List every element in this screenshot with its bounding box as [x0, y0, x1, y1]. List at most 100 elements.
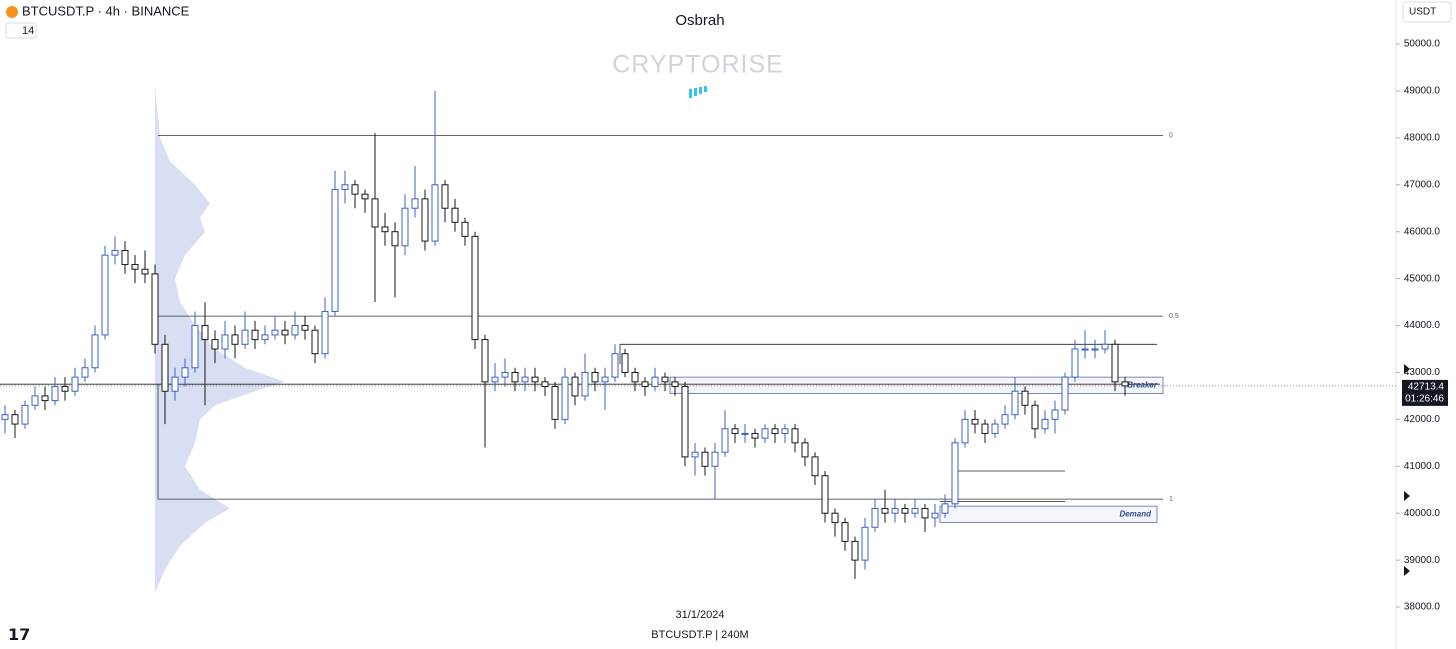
candle-body [341, 184, 349, 190]
symbol-title: BTCUSDT.P · 4h · BINANCE [22, 3, 190, 18]
candle-body [741, 432, 749, 435]
candle-body [631, 371, 639, 383]
fib-label: 1 [1169, 496, 1173, 503]
watermark-logo [689, 86, 707, 98]
candle-body [121, 249, 129, 266]
candle-body [1091, 348, 1099, 351]
currency-box[interactable] [1402, 1, 1452, 23]
candle-body [101, 254, 109, 336]
candle-body [991, 423, 999, 434]
candle-body [261, 334, 269, 341]
candle-body [31, 395, 39, 406]
candle-body [1031, 404, 1039, 430]
candle-body [711, 451, 719, 467]
candle-body [701, 451, 709, 467]
candle-body [961, 418, 969, 444]
candle-body [641, 381, 649, 388]
candle-body [231, 334, 239, 345]
candle-body [941, 503, 949, 514]
candle-body [271, 329, 279, 336]
candle-body [471, 235, 479, 341]
y-tick-label: 43000.0 [1404, 367, 1441, 378]
candle-body [891, 508, 899, 514]
candle-body [801, 442, 809, 458]
candle-body [191, 325, 199, 369]
candle-body [1071, 348, 1079, 378]
indicator-value: 14 [22, 25, 34, 37]
symbol-icon [6, 6, 18, 18]
candle-body [481, 339, 489, 383]
candle-body [501, 371, 509, 378]
candle-body [951, 442, 959, 505]
candle-body [281, 329, 289, 336]
x-date-label: 31/1/2024 [676, 609, 725, 621]
candle-body [661, 376, 669, 383]
candle-body [841, 522, 849, 542]
candle-body [551, 386, 559, 420]
candle-body [691, 451, 699, 458]
candle-body [971, 418, 979, 425]
candle-body [911, 508, 919, 514]
candle-body [391, 231, 399, 247]
y-tick-label: 39000.0 [1404, 555, 1441, 566]
candle-body [441, 184, 449, 209]
currency: USDT [1409, 7, 1436, 18]
candle-body [871, 508, 879, 528]
candle-body [21, 404, 29, 425]
fib-label: 0 [1169, 132, 1173, 139]
y-tick-label: 49000.0 [1404, 86, 1441, 97]
price-tag-value: 42713.4 [1408, 382, 1445, 393]
y-tick-label: 45000.0 [1404, 273, 1441, 284]
candle-body [1001, 414, 1009, 425]
candle-body [61, 386, 69, 392]
candle-body [811, 456, 819, 477]
candle-body [171, 376, 179, 392]
tv-logo: 𝟭𝟳 [8, 627, 30, 644]
candle-body [291, 325, 299, 336]
y-tick-label: 38000.0 [1404, 602, 1441, 613]
candle-body [861, 526, 869, 561]
candle-body [1111, 343, 1119, 383]
candle-body [81, 367, 89, 378]
candle-body [761, 428, 769, 439]
candle-body [531, 376, 539, 383]
candle-body [921, 508, 929, 519]
candle-body [1081, 348, 1089, 351]
candle-body [181, 367, 189, 378]
candle-body [521, 376, 529, 383]
volume-profile [155, 86, 285, 593]
axis-arrows [1404, 364, 1410, 576]
candle-body [251, 329, 259, 341]
candle-body [731, 428, 739, 434]
candle-body [581, 371, 589, 397]
candle-body [1011, 390, 1019, 416]
y-tick-label: 48000.0 [1404, 132, 1441, 143]
candle-body [51, 386, 59, 402]
candle-body [371, 198, 379, 228]
candle-body [901, 508, 909, 514]
y-tick-label: 41000.0 [1404, 461, 1441, 472]
candle-body [791, 428, 799, 444]
candle-body [151, 273, 159, 345]
candle-body [981, 423, 989, 434]
candle-body [611, 353, 619, 378]
candle-body [571, 376, 579, 397]
candle-body [651, 376, 659, 388]
candle-body [211, 339, 219, 350]
y-tick-label: 40000.0 [1404, 508, 1441, 519]
watermark: CRYPTORISE [612, 51, 784, 79]
candle-body [681, 386, 689, 458]
y-tick-label: 42000.0 [1404, 414, 1441, 425]
indicator-box[interactable] [5, 22, 37, 39]
candle-body [541, 381, 549, 388]
candle-body [331, 188, 339, 312]
candle-body [601, 376, 609, 383]
candle-body [491, 376, 499, 383]
candle-body [881, 508, 889, 514]
candle-body [1, 414, 9, 420]
candle-body [41, 395, 49, 402]
candle-body [11, 414, 19, 425]
candle-body [1051, 409, 1059, 420]
candle-body [141, 268, 149, 275]
candle-body [821, 475, 829, 514]
